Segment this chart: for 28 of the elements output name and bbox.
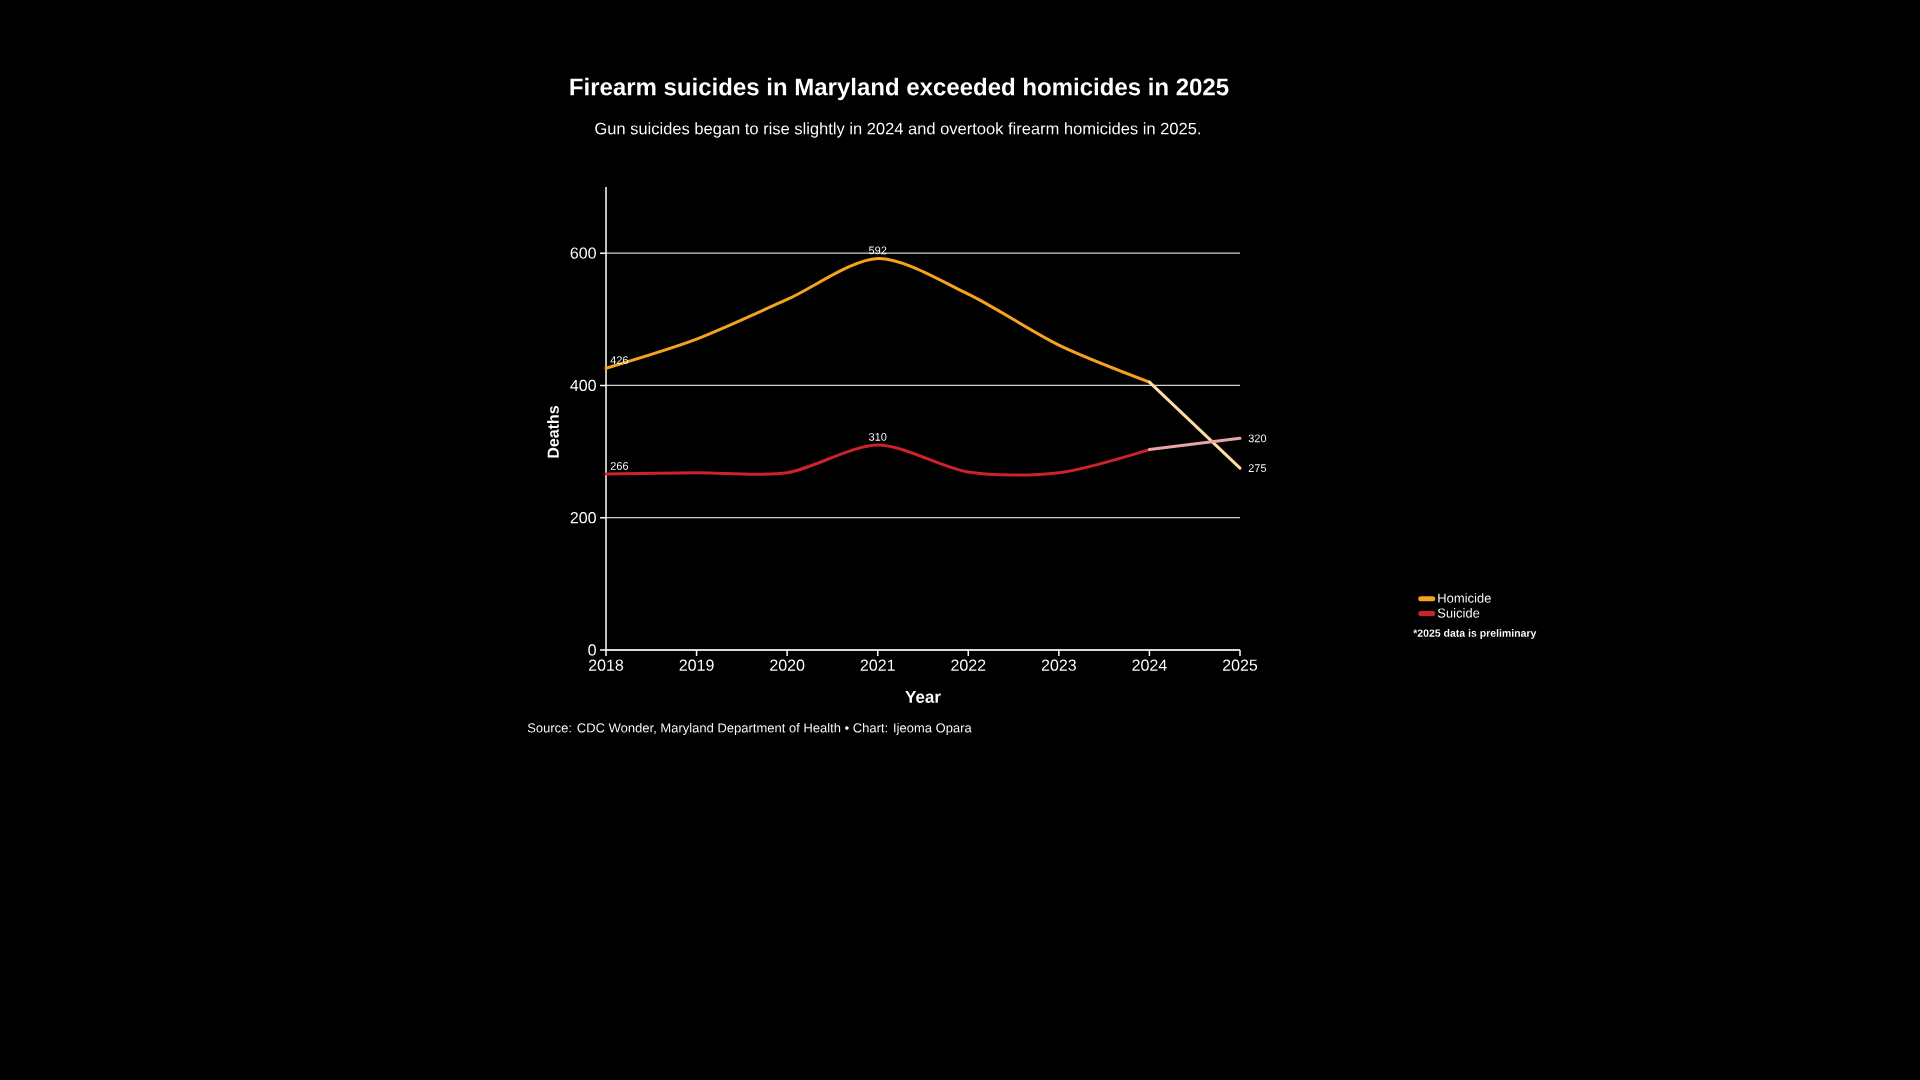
data-label: 426 — [610, 356, 629, 365]
data-label: 266 — [610, 462, 629, 470]
data-label: 592 — [868, 246, 887, 255]
line-series — [604, 256, 1151, 384]
x-axis-title: Year — [905, 691, 941, 703]
y-tick-label: 600 — [570, 247, 596, 259]
source-note: Source: CDC Wonder, Maryland Department of Health • Chart: Ijeoma Opara — [527, 722, 972, 736]
legend-label: Suicide — [1437, 608, 1480, 618]
chart-subtitle: Gun suicides began to rise slightly in 2024 and overtook firearm homicides in 2025. — [595, 122, 1200, 138]
x-tick-label: 2022 — [951, 659, 986, 671]
x-tick-label: 2024 — [1132, 659, 1167, 671]
data-label: 310 — [868, 432, 887, 441]
legend-label: Homicide — [1438, 593, 1491, 603]
y-tick-label: 400 — [570, 379, 596, 392]
x-tick-label: 2025 — [1223, 659, 1258, 671]
x-tick-label: 2023 — [1041, 659, 1076, 671]
x-tick-label: 2021 — [860, 659, 895, 671]
data-label: 320 — [1248, 434, 1267, 443]
x-tick-label: 2020 — [770, 659, 805, 671]
line-series — [604, 443, 1151, 477]
x-tick-label: 2018 — [589, 659, 624, 671]
data-label: 275 — [1248, 464, 1267, 472]
text: *2025 data is preliminary — [1413, 629, 1537, 639]
y-axis-title: Deaths — [547, 406, 559, 458]
y-tick-label: 200 — [570, 512, 596, 524]
x-tick-label: 2019 — [679, 659, 714, 671]
y-tick-label: 0 — [588, 644, 596, 656]
chart-title: Firearm suicides in Maryland exceeded homicides in 2025 — [570, 77, 1229, 101]
